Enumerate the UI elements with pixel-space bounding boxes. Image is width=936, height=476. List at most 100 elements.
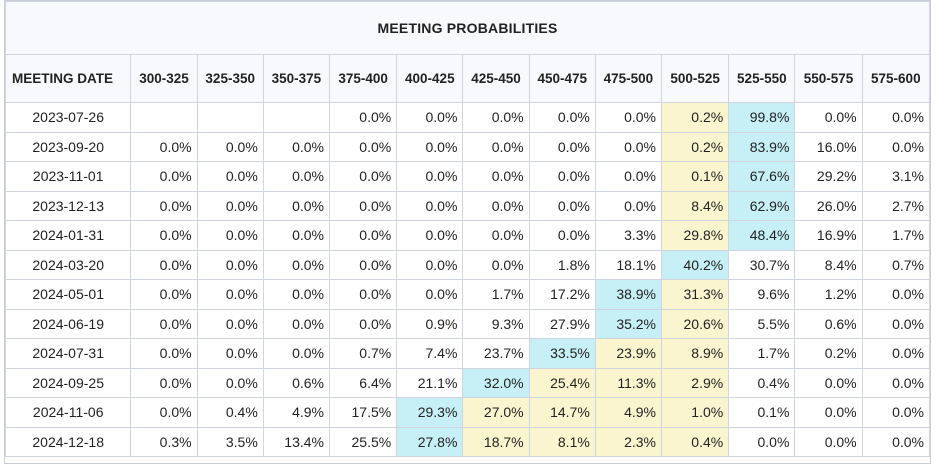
probability-cell: 0.0%: [196, 308, 264, 339]
probability-cell: 0.0%: [594, 102, 663, 133]
table-body: 2023-07-26 0.0% 0.0% 0.0% 0.0% 0.0% 0.2% 99.8% 0…: [4, 102, 931, 457]
probability-cell: 0.0%: [594, 161, 663, 192]
table-title: MEETING PROBABILITIES: [5, 1, 930, 55]
table-row: 2024-11-06 0.0% 0.4% 4.9% 17.5% 29.3% 27.0% 14.…: [4, 397, 931, 428]
probability-cell: 0.0%: [262, 131, 331, 162]
probability-cell: 0.0%: [196, 338, 264, 369]
probability-cell: 0.0%: [130, 190, 198, 221]
table-row: 2023-07-26 0.0% 0.0% 0.0% 0.0% 0.0% 0.2% 99.8% 0…: [4, 102, 931, 133]
probability-cell: 9.3%: [462, 308, 530, 339]
meeting-date-cell: 2024-01-31: [4, 220, 132, 251]
probability-cell: 0.0%: [594, 131, 663, 162]
probability-cell: 0.0%: [861, 308, 931, 339]
probability-cell: 0.0%: [528, 131, 596, 162]
probability-cell: 48.4%: [728, 220, 796, 251]
probability-cell: 0.0%: [130, 249, 198, 280]
probability-cell: 0.0%: [528, 161, 596, 192]
probability-cell: 40.2%: [661, 249, 730, 280]
probability-cell: 0.0%: [794, 426, 863, 457]
probability-cell: 0.0%: [262, 190, 331, 221]
probability-cell: 0.0%: [130, 220, 198, 251]
meeting-date-cell: 2024-09-25: [4, 367, 132, 398]
probability-cell: 0.0%: [861, 397, 931, 428]
probability-cell: 6.4%: [328, 367, 398, 398]
probability-cell: 0.0%: [130, 338, 198, 369]
probability-cell: 18.1%: [594, 249, 663, 280]
column-header-475-500: 475-500: [594, 54, 663, 103]
probabilities-table: MEETING PROBABILITIES MEETING DATE 300-3…: [4, 1, 931, 457]
probability-cell: 0.0%: [196, 190, 264, 221]
column-header-350-375: 350-375: [262, 54, 331, 103]
meeting-date-cell: 2023-12-13: [4, 190, 132, 221]
probability-cell: 16.9%: [794, 220, 863, 251]
probability-cell: 1.7%: [861, 220, 931, 251]
probability-cell: 9.6%: [728, 279, 796, 310]
probability-cell: 0.0%: [462, 102, 530, 133]
probability-cell: 0.0%: [130, 397, 198, 428]
probability-cell: 0.0%: [130, 308, 198, 339]
probability-cell: 25.4%: [528, 367, 596, 398]
probability-cell: 38.9%: [594, 279, 663, 310]
table-row: 2023-11-01 0.0% 0.0% 0.0% 0.0% 0.0% 0.0% 0.0% 0.…: [4, 161, 931, 192]
probability-cell: 3.5%: [196, 426, 264, 457]
probability-cell: 0.2%: [794, 338, 863, 369]
probability-cell: 35.2%: [594, 308, 663, 339]
probability-cell: 17.2%: [528, 279, 596, 310]
column-header-400-425: 400-425: [396, 54, 464, 103]
probability-cell: 0.0%: [861, 367, 931, 398]
meeting-date-cell: 2024-12-18: [4, 426, 132, 457]
column-header-525-550: 525-550: [728, 54, 796, 103]
probability-cell: 0.0%: [396, 279, 464, 310]
probability-cell: 0.0%: [396, 249, 464, 280]
probability-cell: [130, 102, 198, 133]
column-header-325-350: 325-350: [196, 54, 264, 103]
probability-cell: 4.9%: [594, 397, 663, 428]
probability-cell: 1.7%: [462, 279, 530, 310]
probability-cell: 2.7%: [861, 190, 931, 221]
probability-cell: 0.4%: [196, 397, 264, 428]
probability-cell: 0.9%: [396, 308, 464, 339]
probability-cell: 29.8%: [661, 220, 730, 251]
probability-cell: 0.0%: [462, 190, 530, 221]
probability-cell: 0.0%: [396, 161, 464, 192]
title-row: MEETING PROBABILITIES: [5, 1, 930, 55]
probability-cell: 0.0%: [861, 131, 931, 162]
probability-cell: 0.0%: [328, 249, 398, 280]
probability-cell: 1.7%: [728, 338, 796, 369]
probability-cell: 0.2%: [661, 102, 730, 133]
probability-cell: 0.0%: [328, 308, 398, 339]
probability-cell: 0.7%: [328, 338, 398, 369]
meeting-date-cell: 2024-03-20: [4, 249, 132, 280]
table-row: 2024-09-25 0.0% 0.0% 0.6% 6.4% 21.1% 32.0% 25.4…: [4, 367, 931, 398]
probability-cell: 14.7%: [528, 397, 596, 428]
probability-cell: 0.0%: [196, 131, 264, 162]
column-header-meeting-date: MEETING DATE: [4, 54, 132, 103]
column-header-550-575: 550-575: [794, 54, 863, 103]
probability-cell: 26.0%: [794, 190, 863, 221]
probability-cell: 0.0%: [262, 338, 331, 369]
probability-cell: 8.1%: [528, 426, 596, 457]
probability-cell: 0.0%: [130, 131, 198, 162]
probability-cell: 17.5%: [328, 397, 398, 428]
probability-cell: 7.4%: [396, 338, 464, 369]
probability-cell: 0.0%: [462, 220, 530, 251]
probability-cell: 23.9%: [594, 338, 663, 369]
probability-cell: 0.0%: [262, 220, 331, 251]
column-header-425-450: 425-450: [462, 54, 530, 103]
probability-cell: 2.9%: [661, 367, 730, 398]
probability-cell: 1.2%: [794, 279, 863, 310]
probability-cell: 29.3%: [396, 397, 464, 428]
probability-cell: 5.5%: [728, 308, 796, 339]
probability-cell: 99.8%: [728, 102, 796, 133]
probability-cell: 0.0%: [794, 397, 863, 428]
probability-cell: 3.1%: [861, 161, 931, 192]
probability-cell: 0.4%: [661, 426, 730, 457]
meeting-date-cell: 2024-06-19: [4, 308, 132, 339]
probability-cell: 0.0%: [196, 220, 264, 251]
probability-cell: 0.0%: [328, 190, 398, 221]
table-row: 2024-05-01 0.0% 0.0% 0.0% 0.0% 0.0% 1.7% 17.2% 3…: [4, 279, 931, 310]
table-row: 2024-01-31 0.0% 0.0% 0.0% 0.0% 0.0% 0.0% 0.0% 3.…: [4, 220, 931, 251]
probability-cell: 20.6%: [661, 308, 730, 339]
probability-cell: 2.3%: [594, 426, 663, 457]
probability-cell: 27.9%: [528, 308, 596, 339]
